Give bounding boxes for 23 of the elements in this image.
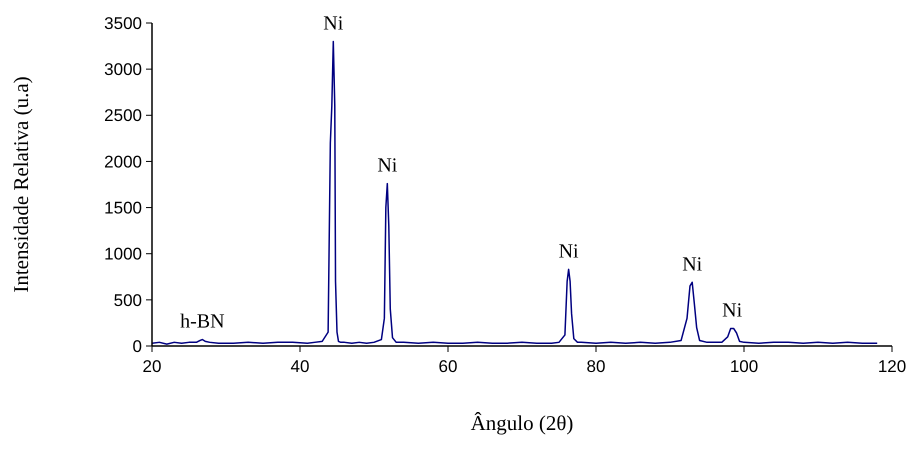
x-axis-title: Ângulo (2θ) [470,411,574,435]
y-tick-label: 2500 [104,106,142,126]
x-tick-label: 80 [586,357,606,376]
y-tick-label: 2000 [104,152,142,172]
x-tick-label: 60 [438,357,458,376]
y-tick-label: 3000 [104,60,142,80]
y-tick-label: 3500 [104,14,142,33]
y-tick-label: 0 [132,336,142,356]
x-tick-label: 40 [290,357,310,376]
x-tick-label: 100 [730,357,758,376]
annotation: Ni [323,12,344,34]
annotation: h-BN [180,310,225,333]
annotation: Ni [682,253,703,276]
y-axis-title: Intensidade Relativa (u.a) [9,76,33,293]
annotation: Ni [377,154,398,177]
y-tick-label: 1500 [104,198,142,218]
line-series [151,40,878,345]
x-tick-label: 120 [878,357,906,376]
annotation: Ni [558,240,580,262]
x-tick-label: 20 [142,357,162,376]
annotation: Ni [722,299,743,322]
y-tick-label: 500 [114,290,142,310]
y-tick-label: 1000 [104,244,142,264]
